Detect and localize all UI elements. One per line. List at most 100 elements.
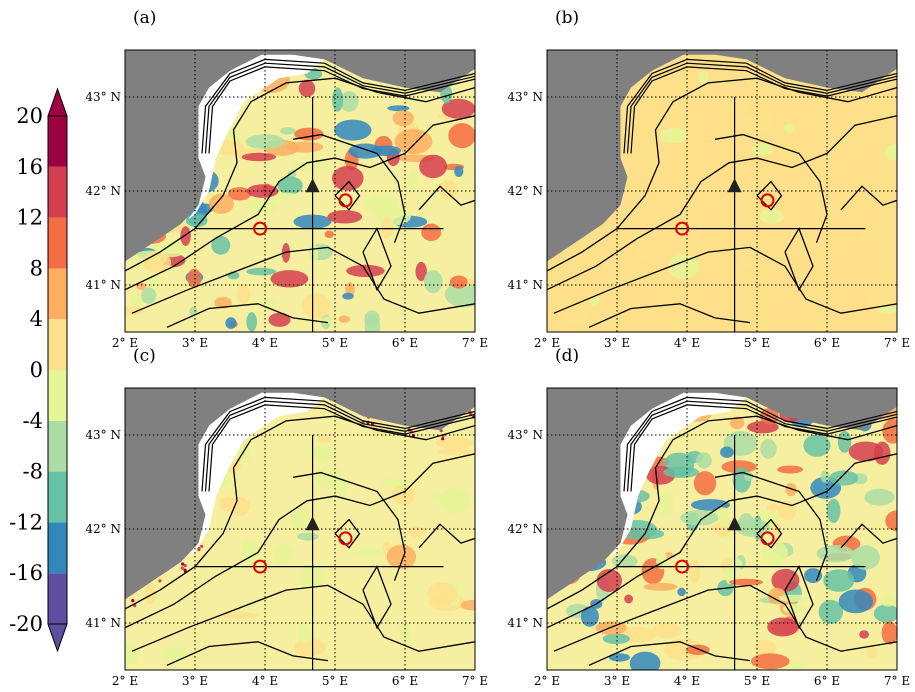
map-field <box>547 388 897 670</box>
anomaly-patch <box>762 541 788 565</box>
anomaly-patch <box>211 235 231 255</box>
colorbar-bin <box>48 573 67 624</box>
mooring-circle-marker <box>760 531 775 546</box>
anomaly-patch <box>294 638 327 657</box>
longitude-label: 6° E <box>814 674 840 688</box>
latitude-label: 41° N <box>507 616 543 630</box>
land-mass <box>547 388 897 600</box>
longitude-label: 7° E <box>884 674 910 688</box>
anomaly-patch <box>286 141 324 153</box>
anomaly-patch <box>760 438 777 459</box>
anomaly-patch <box>818 599 843 624</box>
longitude-label: 5° E <box>744 336 770 350</box>
longitude-label: 6° E <box>392 674 418 688</box>
coastal-contour <box>626 400 897 492</box>
anomaly-patch <box>318 435 332 443</box>
coastal-anomaly-dot <box>183 564 187 568</box>
anomaly-patch <box>874 306 897 314</box>
coastal-contour <box>623 58 897 154</box>
colorbar-extend-bottom <box>47 623 68 653</box>
anomaly-patch <box>415 261 427 282</box>
anomaly-patch <box>435 436 474 449</box>
latitude-label: 43° N <box>507 90 543 104</box>
anomaly-patch <box>596 569 622 592</box>
anomaly-patch <box>657 491 675 518</box>
anomaly-patch <box>375 207 411 226</box>
longitude-label: 3° E <box>604 674 630 688</box>
colorbar-bin <box>48 319 67 370</box>
anomaly-patch <box>656 552 668 570</box>
anomaly-patch <box>677 587 686 597</box>
bathymetry-contour <box>362 227 392 292</box>
anomaly-patch <box>879 593 897 607</box>
bathymetry-contour <box>362 565 392 630</box>
bathymetry-contour <box>784 227 814 292</box>
colorbar-tick-label: -16 <box>9 561 43 585</box>
longitude-label: 2° E <box>534 336 560 350</box>
anomaly-patch <box>141 287 157 304</box>
anomaly-patch <box>289 506 311 530</box>
anomaly-patch <box>754 639 776 656</box>
anomaly-patch <box>716 526 731 537</box>
colorbar-tick-label: -4 <box>23 409 43 433</box>
anomaly-patch <box>334 119 372 141</box>
mooring-circle-marker <box>760 193 775 208</box>
anomaly-patch <box>629 651 661 670</box>
anomaly-patch <box>837 430 852 453</box>
colorbar-bin <box>48 268 67 320</box>
longitude-label: 4° E <box>674 674 700 688</box>
anomaly-patch <box>268 312 291 327</box>
longitude-label: 7° E <box>462 336 488 350</box>
longitude-label: 2° E <box>112 674 138 688</box>
anomaly-patch <box>144 582 156 605</box>
colorbar-tick-label: 0 <box>30 358 43 382</box>
anomaly-patch <box>280 127 296 135</box>
anomaly-patch <box>602 633 630 645</box>
anomaly-patch <box>721 460 757 474</box>
anomaly-patch <box>843 132 866 145</box>
anomaly-patch <box>220 612 258 619</box>
anomaly-patch <box>565 303 588 327</box>
anomaly-patch <box>407 170 418 191</box>
mooring-circle-marker <box>253 221 268 236</box>
colorbar-tick-label: 4 <box>30 307 43 331</box>
anomaly-patch <box>689 559 701 584</box>
anomaly-patch <box>387 105 410 112</box>
anomaly-patch <box>739 249 762 268</box>
anomaly-patch <box>444 282 475 308</box>
longitude-label: 3° E <box>182 674 208 688</box>
coastal-anomaly-dot <box>158 579 162 583</box>
anomaly-patch <box>861 226 874 242</box>
anomaly-patch <box>611 554 638 568</box>
anomaly-patch <box>771 568 800 592</box>
anomaly-patch <box>297 625 313 643</box>
bathymetry-contour <box>547 453 897 629</box>
bathymetry-contour <box>547 415 897 610</box>
coastal-contour <box>623 396 897 492</box>
longitude-label: 4° E <box>252 674 278 688</box>
anomaly-patch <box>381 478 411 487</box>
anomaly-patch <box>125 306 145 316</box>
anomaly-patch <box>187 268 202 288</box>
latitude-label: 41° N <box>85 278 121 292</box>
bathymetry-contour <box>131 584 475 652</box>
anomaly-patch <box>698 71 709 83</box>
anomaly-patch <box>751 143 773 156</box>
anomaly-patch <box>309 245 319 263</box>
anomaly-patch <box>281 243 291 263</box>
bathymetry-contour <box>334 180 361 211</box>
coastal-anomaly-dot <box>441 437 445 441</box>
anomaly-patch <box>244 199 278 214</box>
anomaly-patch <box>660 127 687 144</box>
anomaly-patch <box>340 91 359 112</box>
panel-frame <box>124 387 476 671</box>
anomaly-patch <box>245 134 285 150</box>
anomaly-patch <box>725 565 735 585</box>
anomaly-patch <box>348 143 383 159</box>
anomaly-patch <box>277 176 303 195</box>
anomaly-patch <box>437 448 473 456</box>
anomaly-patch <box>423 270 443 294</box>
coastal-contour <box>201 58 475 154</box>
latitude-label: 41° N <box>85 616 121 630</box>
